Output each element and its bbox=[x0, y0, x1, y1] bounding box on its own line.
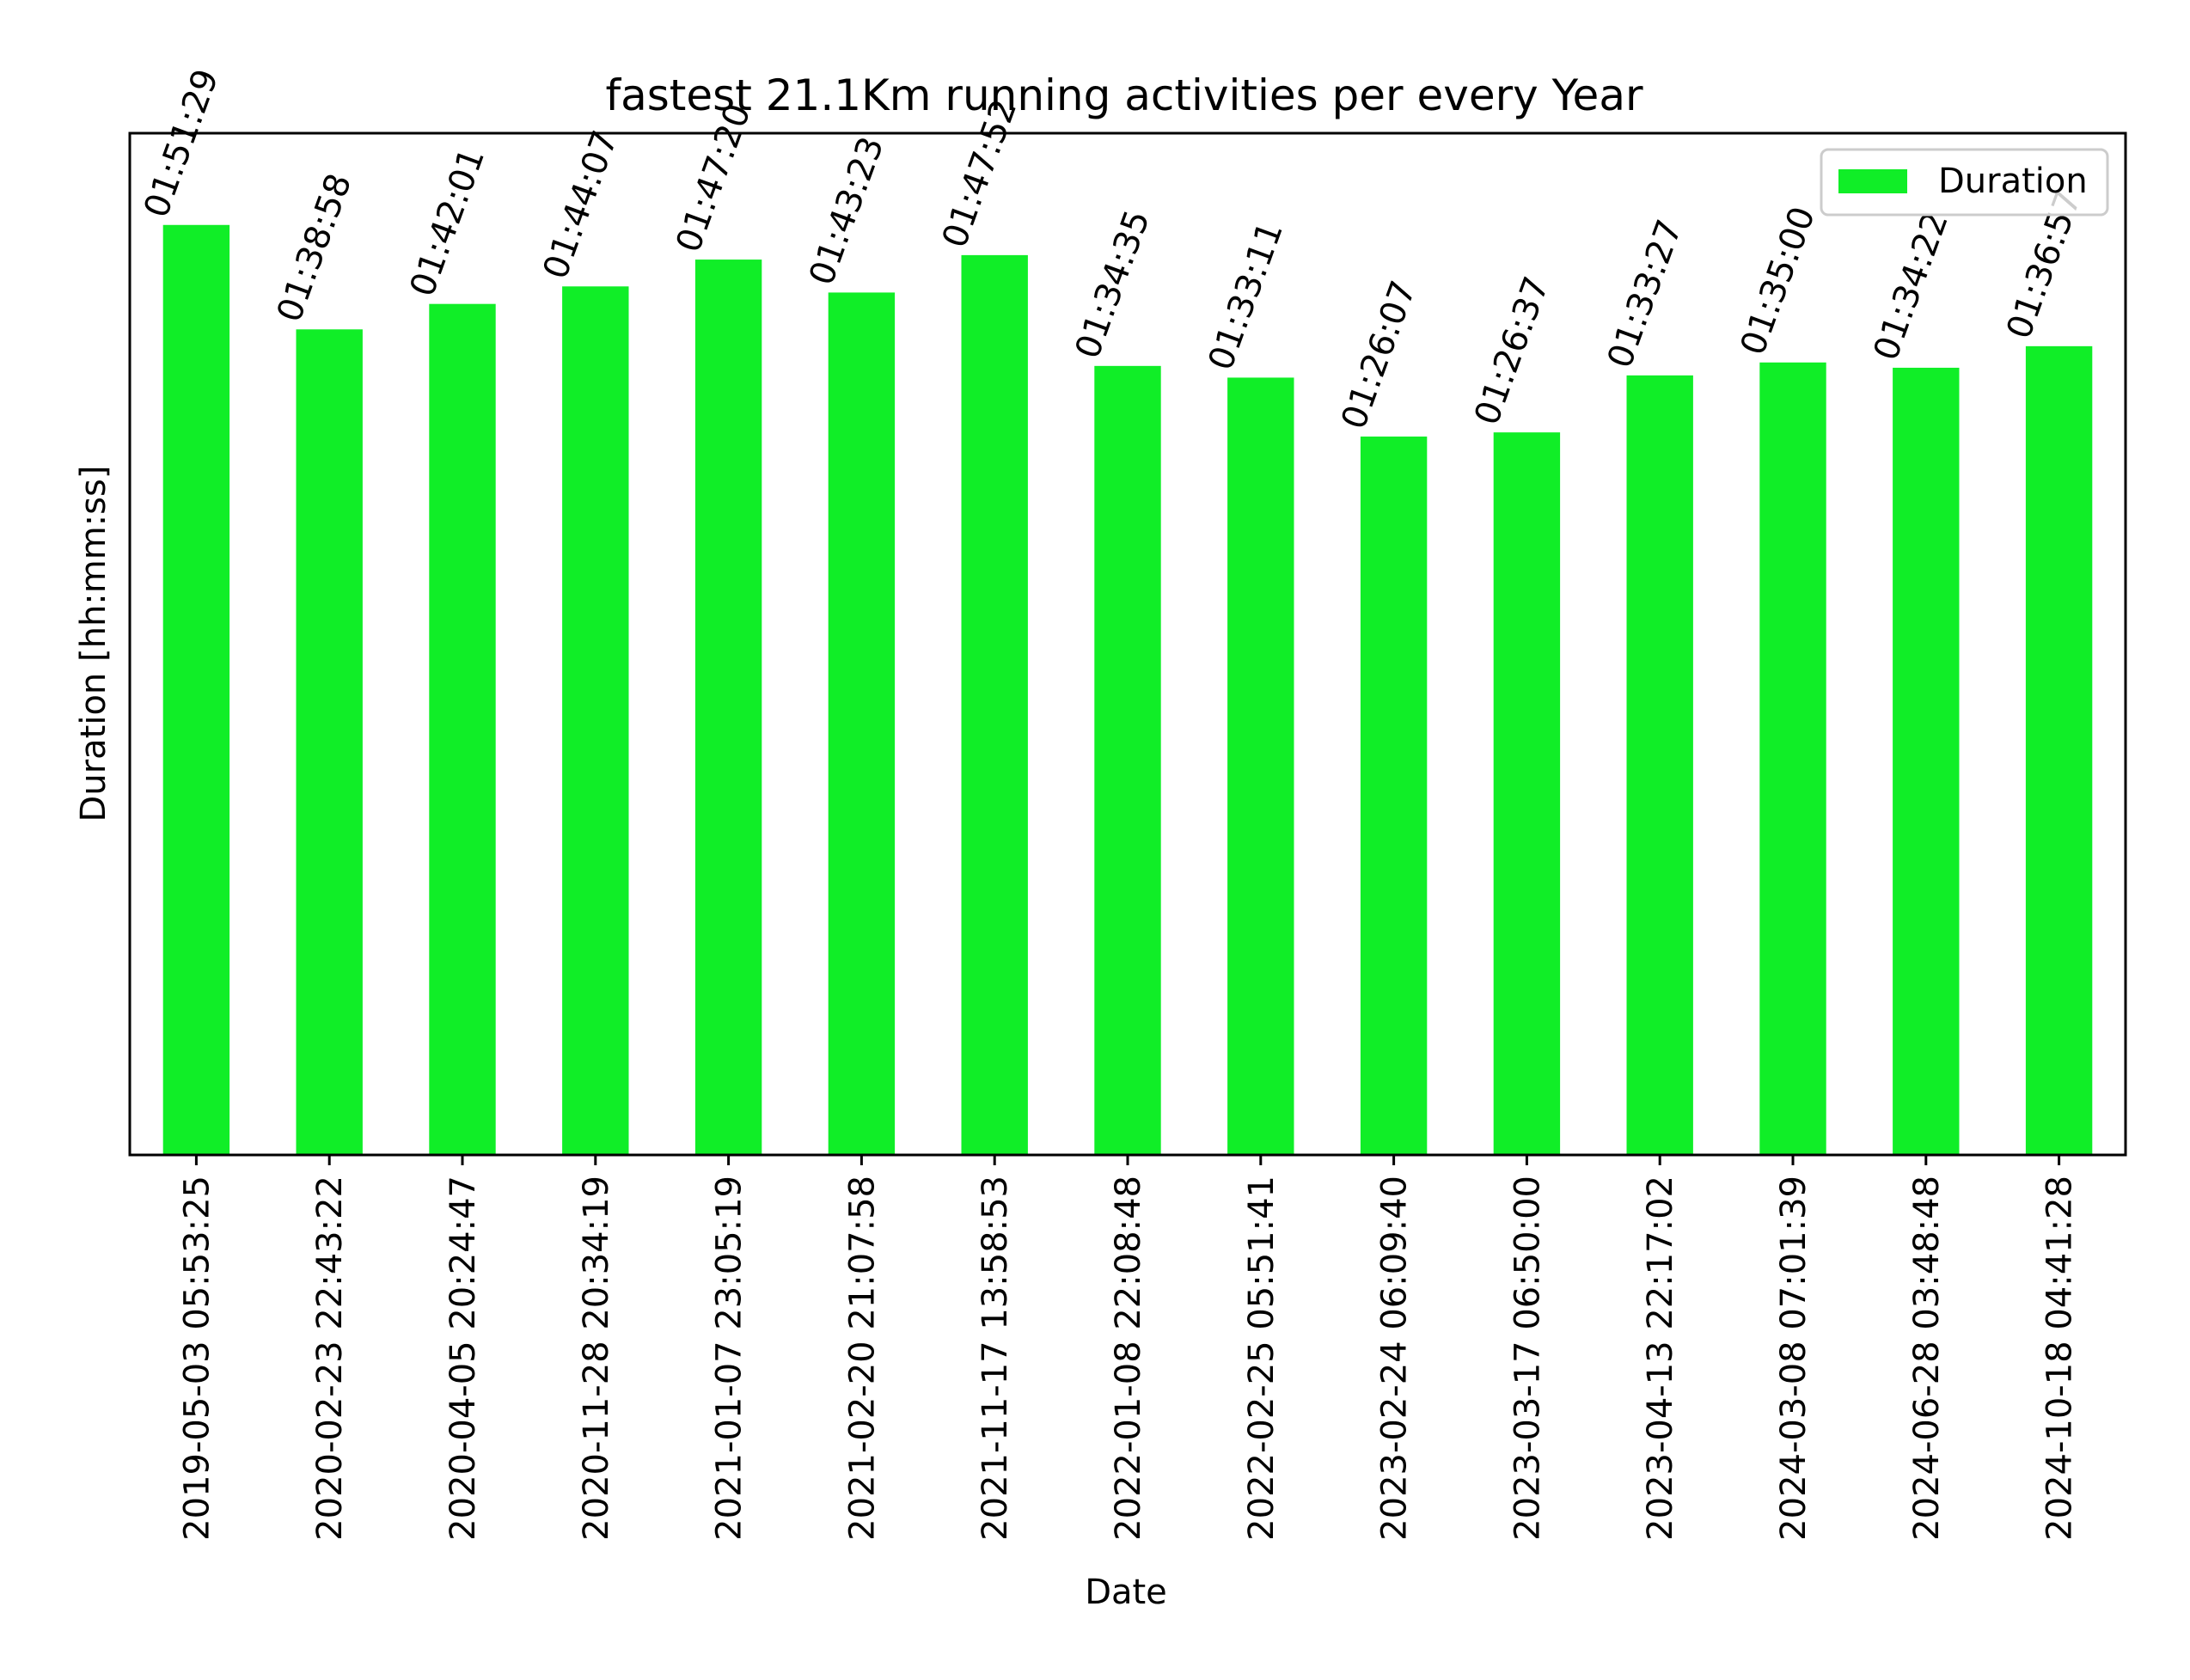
data-label: 01:26:37 bbox=[1467, 272, 1557, 431]
x-tick-label: 2021-11-17 13:58:53 bbox=[976, 1176, 1015, 1541]
x-tick-label: 2021-01-07 23:05:19 bbox=[710, 1176, 749, 1541]
data-label: 01:51:29 bbox=[137, 64, 227, 223]
x-tick-label: 2022-02-25 05:51:41 bbox=[1242, 1176, 1282, 1541]
bar bbox=[296, 329, 363, 1155]
x-tick-label: 2020-02-23 22:43:22 bbox=[310, 1176, 350, 1541]
legend: Duration bbox=[1820, 148, 2109, 217]
data-label: 01:34:35 bbox=[1067, 205, 1158, 364]
legend-swatch-duration bbox=[1838, 169, 1907, 193]
bar bbox=[1626, 375, 1693, 1156]
chart-title: fastest 21.1Km running activities per ev… bbox=[605, 70, 1642, 120]
x-tick-label: 2020-11-28 20:34:19 bbox=[577, 1176, 616, 1541]
bar bbox=[694, 260, 762, 1155]
bar bbox=[828, 292, 896, 1155]
bar bbox=[1360, 437, 1428, 1155]
data-label: 01:38:58 bbox=[270, 168, 360, 327]
x-tick-label: 2019-05-03 05:53:25 bbox=[177, 1176, 217, 1541]
bars-layer bbox=[162, 224, 2093, 1156]
bar bbox=[961, 254, 1028, 1155]
bar bbox=[1759, 362, 1826, 1155]
bar bbox=[162, 224, 230, 1155]
legend-box bbox=[1820, 148, 2109, 217]
bar bbox=[2025, 345, 2093, 1155]
x-tick-label: 2024-10-18 04:41:28 bbox=[2040, 1176, 2080, 1541]
x-axis-label: Date bbox=[1085, 1573, 1167, 1612]
bar bbox=[1094, 365, 1161, 1156]
x-tick-label: 2023-02-24 06:09:40 bbox=[1375, 1176, 1415, 1541]
data-label: 01:34:22 bbox=[1866, 207, 1956, 366]
x-tick-label: 2023-04-13 22:17:02 bbox=[1641, 1176, 1680, 1541]
bar bbox=[1493, 432, 1561, 1155]
x-tick-label: 2020-04-05 20:24:47 bbox=[444, 1176, 483, 1541]
plot-frame bbox=[128, 131, 2127, 1157]
x-ticks-layer: 2019-05-03 05:53:25 2020-02-23 22:43:22 20… bbox=[177, 1155, 2080, 1541]
bar bbox=[429, 303, 496, 1155]
x-tick-label: 2021-02-20 21:07:58 bbox=[842, 1176, 882, 1541]
data-label: 01:42:01 bbox=[402, 144, 492, 302]
x-tick-label: 2023-03-17 06:50:00 bbox=[1508, 1176, 1547, 1541]
data-label: 01:43:23 bbox=[802, 131, 892, 290]
x-tick-label: 2022-01-08 22:08:48 bbox=[1109, 1176, 1148, 1541]
bar bbox=[1893, 367, 1960, 1155]
data-label: 01:35:00 bbox=[1733, 202, 1823, 361]
x-tick-label: 2024-06-28 03:48:48 bbox=[1907, 1176, 1947, 1541]
data-label: 01:33:27 bbox=[1600, 215, 1691, 374]
data-label: 01:26:07 bbox=[1334, 276, 1424, 435]
data-label: 01:33:11 bbox=[1201, 217, 1291, 376]
data-label: 01:47:20 bbox=[669, 99, 759, 258]
x-tick-label: 2024-03-08 07:01:39 bbox=[1774, 1176, 1814, 1541]
bar bbox=[562, 286, 629, 1155]
bar bbox=[1227, 377, 1294, 1155]
legend-entry-duration: Duration bbox=[1938, 162, 2088, 201]
y-axis-label: Duration [hh:mm:ss] bbox=[74, 466, 113, 822]
data-label: 01:44:07 bbox=[535, 125, 626, 284]
